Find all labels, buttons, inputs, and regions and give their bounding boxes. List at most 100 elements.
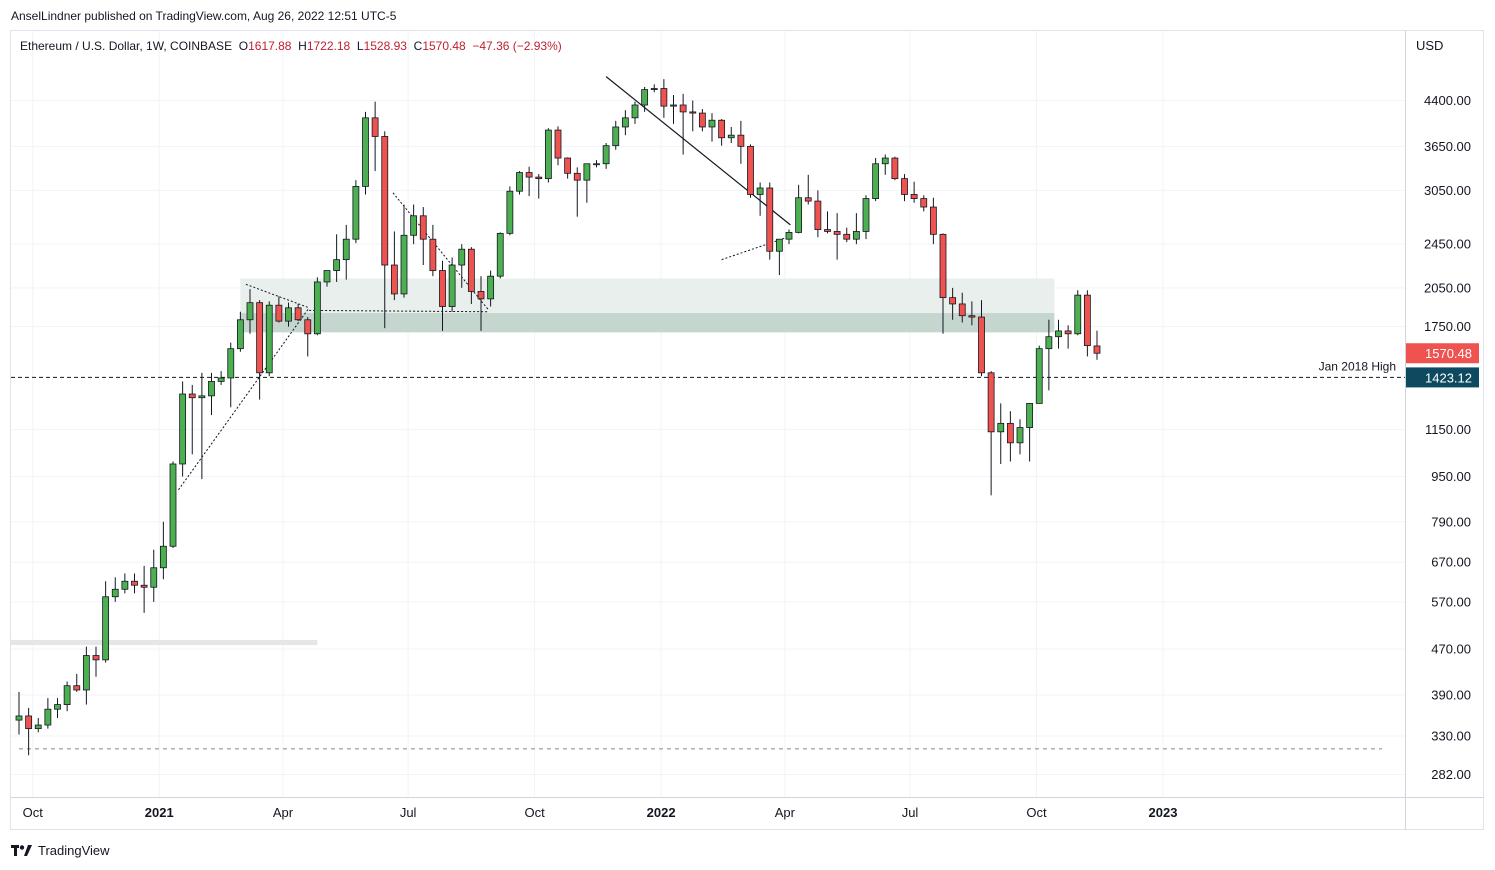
time-axis[interactable]: Oct 2021 Apr Jul Oct 2022 Apr Jul Oct 2023 <box>11 797 1484 821</box>
candle <box>660 79 668 118</box>
candle-body-down <box>294 307 302 321</box>
price-badges: 1570.48 1423.12 <box>1406 343 1479 388</box>
candle-body-up <box>997 422 1005 433</box>
triangle-1-upper <box>245 283 310 309</box>
candle <box>1035 345 1043 404</box>
candle <box>679 93 687 155</box>
legend-l-label: L <box>356 39 364 53</box>
legend-symbol: Ethereum / U.S. Dollar, 1W, COINBASE <box>20 39 233 53</box>
legend-change: −47.36 (−2.93%) <box>472 39 562 53</box>
time-tick-label: Jul <box>400 805 417 820</box>
candle <box>496 232 504 279</box>
candle-body-up <box>775 238 783 252</box>
candle-body-down <box>371 117 379 137</box>
candle <box>978 300 985 377</box>
candle <box>227 342 235 408</box>
legend-h-value: 1722.18 <box>306 39 351 53</box>
candle-body-down <box>949 297 957 305</box>
candle <box>294 303 302 322</box>
candle <box>910 181 918 203</box>
candle-body-down <box>804 197 812 202</box>
candle-body-up <box>756 187 764 195</box>
candle <box>381 131 389 329</box>
candle <box>824 211 831 234</box>
candle-body-up <box>102 596 110 661</box>
candle <box>342 224 350 280</box>
candle-body-up <box>217 377 225 382</box>
time-tick-label: 2023 <box>1149 805 1178 820</box>
candle-body-down <box>477 291 485 300</box>
candle <box>920 195 928 212</box>
candle <box>737 120 745 164</box>
brand-name: TradingView <box>38 843 110 858</box>
candle <box>82 646 90 705</box>
current-price-badge <box>1406 343 1479 364</box>
candle <box>63 681 71 712</box>
price-axis[interactable]: 4400.00 3650.00 3050.00 2450.00 2050.00 1750.… <box>1405 31 1472 830</box>
candle-body-up <box>1016 427 1024 444</box>
candle <box>159 521 167 580</box>
candle-body-up <box>121 580 129 590</box>
candle-body-down <box>1083 294 1091 347</box>
time-tick-label: Oct <box>525 805 546 820</box>
candle-body-down <box>1006 422 1014 444</box>
candle-body-up <box>448 264 456 307</box>
candle <box>410 204 418 245</box>
candle-body-up <box>795 197 803 233</box>
candle <box>323 270 331 287</box>
candle <box>265 301 273 377</box>
candle-body-down <box>718 119 726 139</box>
candle-body-up <box>265 304 273 374</box>
candle <box>747 144 754 198</box>
chart-legend: Ethereum / U.S. Dollar, 1W, COINBASE O16… <box>20 39 562 53</box>
candle <box>814 190 822 238</box>
candle <box>1006 411 1014 462</box>
candle <box>198 372 206 480</box>
candle <box>246 289 254 334</box>
candle <box>371 101 379 172</box>
candle <box>564 157 572 179</box>
candle-body-up <box>506 190 514 234</box>
grid <box>11 31 1405 797</box>
candle <box>1016 419 1024 455</box>
candle-body-down <box>390 264 398 295</box>
candle-body-up <box>236 319 244 350</box>
candle <box>131 573 138 594</box>
candle-body-down <box>1093 345 1101 354</box>
candle-body-down <box>747 145 754 195</box>
legend-c-label: C <box>413 39 423 53</box>
candle-body-down <box>968 315 976 318</box>
currency-label[interactable]: USD <box>1416 38 1444 53</box>
candle-body-down <box>833 231 841 235</box>
candle <box>650 84 658 93</box>
candle-body-up <box>1035 348 1043 404</box>
candle <box>612 120 620 150</box>
candle <box>179 381 187 477</box>
candle <box>775 238 783 276</box>
candle-body-down <box>824 229 831 232</box>
candle-body-up <box>1045 336 1053 350</box>
price-tick-label: 1750.00 <box>1424 319 1471 334</box>
candle-body-up <box>362 117 369 187</box>
candle-body-up <box>410 215 418 236</box>
candle-body-down <box>987 372 995 433</box>
candle-body-down <box>929 206 937 235</box>
candle-body-up <box>333 259 341 271</box>
candle <box>1074 290 1082 336</box>
candle <box>631 101 639 124</box>
candle <box>1064 325 1072 349</box>
candle-body-down <box>256 302 264 374</box>
candle-body-up <box>458 248 466 266</box>
candle-body-up <box>342 238 350 261</box>
candle-body-down <box>381 136 389 266</box>
candle-body-up <box>54 704 61 710</box>
triangle-1-lower <box>178 307 310 491</box>
support-zone <box>240 313 1055 333</box>
time-tick-label: Oct <box>23 805 44 820</box>
tradingview-logo[interactable]: TradingView <box>11 843 110 858</box>
candle <box>756 182 764 216</box>
candle-body-up <box>285 307 292 322</box>
candle-body-up <box>487 275 495 300</box>
candle <box>593 160 600 168</box>
